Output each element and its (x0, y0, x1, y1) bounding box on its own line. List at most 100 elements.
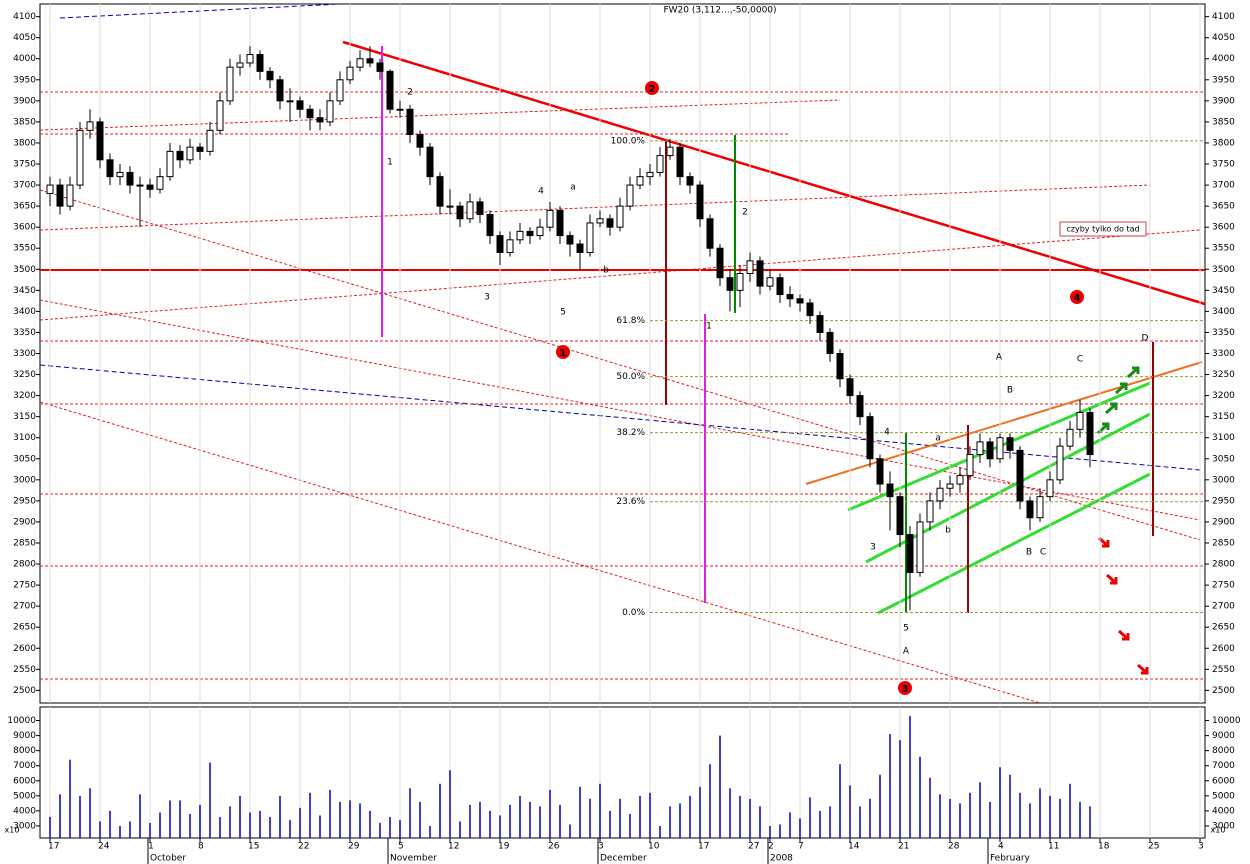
x-tick-label: 25 (1148, 842, 1159, 852)
y-tick-label: 4050 (1212, 33, 1235, 43)
candle-body (686, 176, 694, 186)
y-tick-label: 2600 (1212, 644, 1235, 654)
y-tick-label: 2750 (13, 581, 36, 591)
wave-label: A (996, 353, 1003, 363)
channel-line (877, 472, 1151, 615)
circled-label: 4 (1074, 293, 1081, 304)
v-tick-label: 10000 (1212, 716, 1241, 726)
v-tick-label: 6000 (13, 776, 36, 786)
wave-label: b (945, 526, 951, 536)
trend-lines (39, 3, 1206, 704)
candle-body (416, 134, 424, 148)
fib-label: 61.8% (616, 316, 645, 326)
y-tick-label: 3050 (1212, 454, 1235, 464)
wave-label: 3 (870, 543, 876, 553)
y-tick-label: 3750 (13, 160, 36, 170)
y-tick-label: 3700 (13, 181, 36, 191)
y-tick-label: 2850 (1212, 538, 1235, 548)
circled-marker (645, 81, 659, 95)
circled-marker (898, 681, 912, 695)
candle-body (946, 483, 954, 489)
candle-body (126, 171, 134, 186)
y-tick-label: 2550 (13, 665, 36, 675)
y-tick-label: 2800 (13, 560, 36, 570)
candle-body (696, 184, 704, 220)
downtrend-line (342, 40, 1206, 306)
candle-body (256, 54, 264, 72)
wave-label: 1 (706, 322, 712, 332)
month-label: December (600, 854, 647, 864)
note-box (1059, 221, 1147, 237)
candle-body (786, 294, 794, 300)
y-tick-label: 3750 (1212, 160, 1235, 170)
candle-body (676, 146, 684, 178)
candle-body (886, 483, 894, 498)
candle-body (736, 272, 744, 291)
wave-label: 1 (387, 158, 393, 168)
y-tick-label: 2600 (13, 644, 36, 654)
candle-body (376, 62, 384, 72)
candle-body (1036, 496, 1044, 519)
y-tick-label: 2650 (13, 623, 36, 633)
trend-line (39, 189, 1201, 541)
candle-body (916, 521, 924, 573)
v-tick-label: 5000 (13, 791, 36, 801)
y-tick-label: 3000 (1212, 475, 1235, 485)
candle-body (466, 201, 474, 220)
candle-body (346, 66, 354, 81)
y-tick-label: 3150 (13, 412, 36, 422)
x-tick-label: 12 (448, 842, 459, 852)
y-tick-label: 3950 (1212, 75, 1235, 85)
candle-body (276, 79, 284, 102)
y-tick-label: 3650 (13, 202, 36, 212)
candle-body (796, 298, 804, 304)
candle-body (96, 121, 104, 161)
v-tick-label: 10000 (7, 716, 36, 726)
chart-title: FW20 (3,112...,-50,0000) (663, 6, 776, 16)
y-tick-label: 3700 (1212, 181, 1235, 191)
circled-marker (1070, 290, 1084, 304)
candle-body (856, 395, 864, 418)
wave-label: D (1142, 334, 1149, 344)
month-label: November (390, 854, 437, 864)
candle-body (756, 260, 764, 287)
wave-label: B (1026, 548, 1032, 558)
candle-body (746, 260, 754, 274)
y-tick-label: 3850 (1212, 117, 1235, 127)
candle-body (646, 171, 654, 178)
x-tick-label: 15 (248, 842, 259, 852)
wave-label: a (570, 183, 576, 193)
y-tick-label: 2750 (1212, 581, 1235, 591)
candle-body (386, 70, 394, 110)
arrow (1118, 629, 1130, 641)
wave-label: b (603, 266, 609, 276)
y-tick-label: 4100 (13, 12, 36, 22)
candle-body (616, 205, 624, 228)
y-tick-label: 3600 (13, 223, 36, 233)
candle-body (176, 150, 184, 161)
candle-body (546, 209, 554, 228)
candle-body (826, 331, 834, 354)
candle-body (316, 117, 324, 123)
y-tick-label: 3500 (1212, 265, 1235, 275)
candle-body (656, 155, 664, 173)
v-tick-label: 3000 (1212, 821, 1235, 831)
candle-body (556, 209, 564, 237)
y-tick-label: 2850 (13, 538, 36, 548)
orange-line (805, 361, 1203, 485)
candle-body (606, 218, 614, 228)
fib-label: 50.0% (616, 372, 645, 382)
candle-body (156, 176, 164, 190)
x-tick-label: 24 (98, 842, 110, 852)
candle-body (396, 108, 404, 111)
candle-body (776, 277, 784, 296)
candle-body (766, 277, 774, 287)
candle-body (1026, 500, 1034, 519)
v-tick-label: 7000 (1212, 761, 1235, 771)
x-tick-label: 3 (1198, 842, 1204, 852)
y-tick-label: 3900 (1212, 96, 1235, 106)
v-tick-label: 4000 (13, 806, 36, 816)
y-tick-label: 3550 (13, 244, 36, 254)
x-tick-label: 28 (948, 842, 960, 852)
